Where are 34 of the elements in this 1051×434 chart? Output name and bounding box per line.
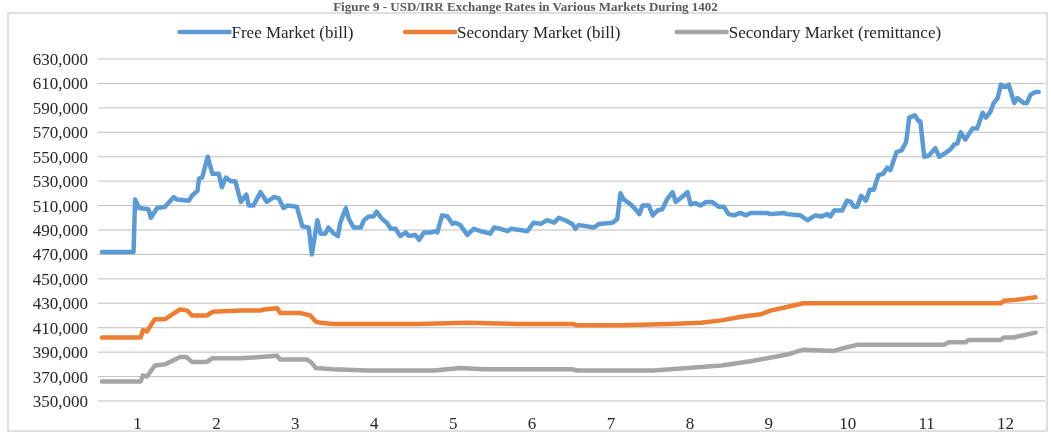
x-tick-label: 12: [997, 414, 1015, 433]
y-tick-label: 570,000: [32, 123, 88, 143]
legend-label: Secondary Market (remittance): [728, 23, 942, 42]
x-tick-label: 3: [291, 414, 300, 433]
y-tick-label: 450,000: [32, 269, 88, 289]
y-tick-label: 550,000: [32, 147, 88, 167]
x-tick-label: 7: [606, 414, 616, 433]
y-tick-label: 350,000: [32, 391, 88, 411]
x-tick-label: 10: [839, 414, 857, 433]
y-tick-label: 470,000: [32, 245, 88, 265]
y-tick-label: 370,000: [32, 367, 88, 387]
x-tick-label: 6: [527, 414, 537, 433]
x-tick-label: 2: [212, 414, 221, 433]
x-tick-label: 11: [918, 414, 935, 433]
y-tick-label: 410,000: [32, 318, 88, 338]
y-tick-label: 510,000: [32, 196, 88, 216]
y-tick-label: 630,000: [32, 49, 88, 69]
x-tick-label: 1: [133, 414, 142, 433]
legend-label: Secondary Market (bill): [457, 23, 621, 42]
y-tick-label: 490,000: [32, 220, 88, 240]
y-tick-label: 610,000: [32, 74, 88, 94]
legend-label: Free Market (bill): [231, 23, 354, 42]
y-tick-label: 390,000: [32, 343, 88, 363]
y-tick-label: 430,000: [32, 294, 88, 314]
line-series: [99, 330, 1038, 384]
x-tick-label: 5: [448, 414, 458, 433]
y-tick-label: 590,000: [32, 98, 88, 118]
y-tick-label: 530,000: [32, 172, 88, 192]
line-series: [99, 294, 1038, 340]
x-tick-label: 9: [764, 414, 774, 433]
x-tick-label: 4: [369, 414, 379, 433]
chart-title: Figure 9 - USD/IRR Exchange Rates in Various Markets During 1402: [333, 0, 718, 14]
x-tick-label: 8: [685, 414, 695, 433]
line-series: [99, 82, 1041, 257]
